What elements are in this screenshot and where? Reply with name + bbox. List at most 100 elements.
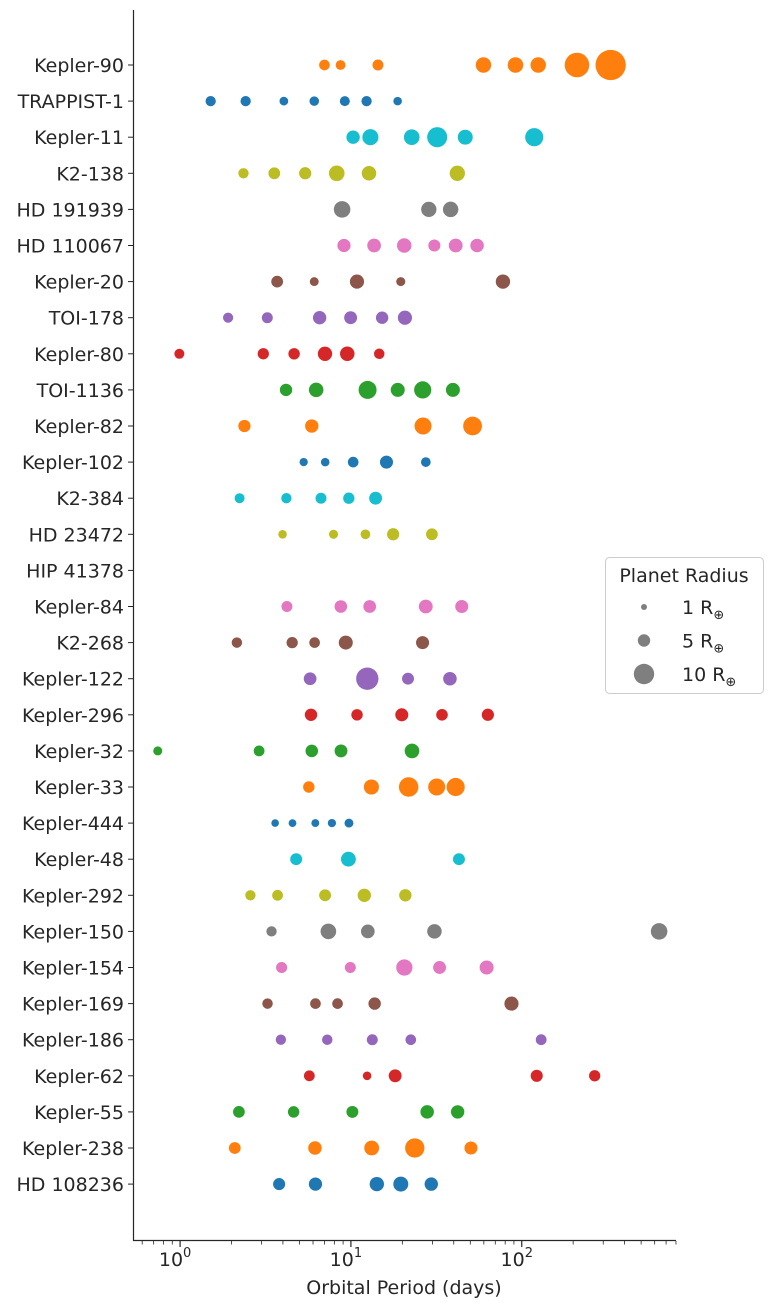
planet-point bbox=[418, 599, 433, 614]
planet-point bbox=[205, 95, 216, 107]
planet-point bbox=[271, 819, 279, 827]
planet-point bbox=[396, 277, 406, 287]
planet-point bbox=[405, 1034, 417, 1046]
planet-point bbox=[436, 709, 448, 721]
planet-point bbox=[595, 49, 626, 81]
planet-point bbox=[363, 779, 379, 795]
planet-point bbox=[308, 1141, 322, 1155]
planet-point bbox=[281, 493, 292, 504]
planet-point bbox=[299, 457, 308, 467]
planet-point bbox=[589, 1070, 601, 1082]
planet-point bbox=[240, 95, 251, 107]
planet-point bbox=[343, 492, 355, 504]
y-tick-label: TOI-178 bbox=[48, 308, 124, 330]
planet-point bbox=[397, 310, 413, 325]
planet-point bbox=[344, 818, 354, 828]
x-tick-label-base: 10 bbox=[501, 1249, 525, 1271]
planet-point bbox=[463, 416, 482, 436]
planet-point bbox=[335, 60, 346, 70]
planet-point bbox=[457, 129, 473, 145]
planet-point bbox=[507, 57, 524, 73]
planet-point bbox=[420, 1105, 434, 1119]
planet-point bbox=[327, 818, 337, 828]
planet-point bbox=[332, 998, 343, 1009]
planet-point bbox=[369, 1176, 384, 1192]
y-tick-label: K2-268 bbox=[56, 633, 124, 655]
planet-point bbox=[328, 165, 345, 182]
y-tick-label: HIP 41378 bbox=[26, 560, 124, 582]
x-tick-label: 101 bbox=[330, 1246, 362, 1271]
planet-point bbox=[309, 637, 320, 648]
planet-point bbox=[288, 819, 297, 827]
planet-point bbox=[379, 455, 393, 469]
planet-point bbox=[374, 348, 385, 360]
legend-label-main: 1 R bbox=[682, 597, 713, 619]
x-tick-label-exp: 0 bbox=[183, 1246, 191, 1261]
y-tick-label: Kepler-20 bbox=[34, 272, 124, 294]
planet-point bbox=[273, 1178, 286, 1191]
y-tick-label: Kepler-48 bbox=[34, 849, 124, 871]
y-tick-label: Kepler-102 bbox=[22, 452, 124, 474]
planet-point bbox=[404, 743, 420, 759]
y-tick-label: Kepler-32 bbox=[34, 741, 124, 763]
legend-marker bbox=[637, 634, 651, 647]
planet-point bbox=[271, 275, 284, 288]
x-tick-label: 100 bbox=[159, 1246, 191, 1271]
x-axis-title: Orbital Period (days) bbox=[306, 1277, 501, 1299]
planet-point bbox=[398, 777, 419, 797]
planet-point bbox=[303, 672, 317, 686]
planet-point bbox=[310, 998, 321, 1009]
planet-point bbox=[303, 1070, 315, 1082]
x-tick-label: 102 bbox=[501, 1246, 533, 1271]
planet-point bbox=[261, 312, 273, 324]
planet-point bbox=[234, 493, 245, 504]
planet-point bbox=[279, 96, 289, 106]
planet-point bbox=[347, 456, 359, 468]
planet-point bbox=[329, 529, 339, 539]
y-tick-label: Kepler-150 bbox=[22, 921, 124, 943]
legend-marker bbox=[641, 604, 647, 610]
planet-point bbox=[525, 128, 544, 147]
legend-entries: 1 R⊕5 R⊕10 R⊕ bbox=[633, 597, 736, 690]
planet-point bbox=[387, 528, 400, 541]
planet-point bbox=[303, 781, 315, 793]
planet-point bbox=[448, 238, 463, 253]
x-tick-label-base: 10 bbox=[330, 1249, 354, 1271]
planet-point bbox=[433, 961, 447, 974]
planet-point bbox=[317, 346, 333, 361]
planet-point bbox=[363, 600, 377, 613]
planet-point bbox=[279, 383, 293, 397]
planet-points bbox=[153, 49, 668, 1192]
y-tick-label: Kepler-296 bbox=[22, 705, 124, 727]
planet-point bbox=[414, 381, 432, 399]
y-tick-label: Kepler-84 bbox=[34, 597, 124, 619]
planet-point bbox=[360, 529, 371, 540]
planet-point bbox=[340, 346, 355, 362]
y-tick-label: Kepler-90 bbox=[34, 55, 124, 77]
planet-point bbox=[309, 96, 320, 106]
planet-point bbox=[443, 671, 457, 686]
planet-point bbox=[564, 52, 590, 78]
planet-point bbox=[368, 997, 381, 1010]
planet-point bbox=[228, 1142, 241, 1154]
legend: Planet Radius 1 R⊕5 R⊕10 R⊕ bbox=[605, 557, 764, 694]
planet-point bbox=[397, 238, 412, 253]
planet-point bbox=[272, 889, 283, 901]
planet-point bbox=[446, 777, 465, 797]
planet-point bbox=[530, 1069, 543, 1082]
planet-point bbox=[333, 201, 351, 218]
planet-point bbox=[288, 348, 300, 360]
planet-point bbox=[390, 382, 405, 397]
planet-point bbox=[322, 1034, 333, 1045]
planet-point bbox=[449, 165, 465, 181]
planet-point bbox=[262, 998, 273, 1009]
planet-point bbox=[414, 417, 432, 435]
planet-point bbox=[287, 1106, 300, 1118]
planet-point bbox=[495, 274, 511, 289]
planet-point bbox=[396, 959, 413, 976]
planet-point bbox=[231, 637, 243, 648]
planet-point bbox=[304, 708, 318, 721]
planet-point bbox=[445, 382, 460, 397]
planet-point bbox=[351, 709, 363, 721]
planet-point bbox=[405, 1138, 425, 1158]
